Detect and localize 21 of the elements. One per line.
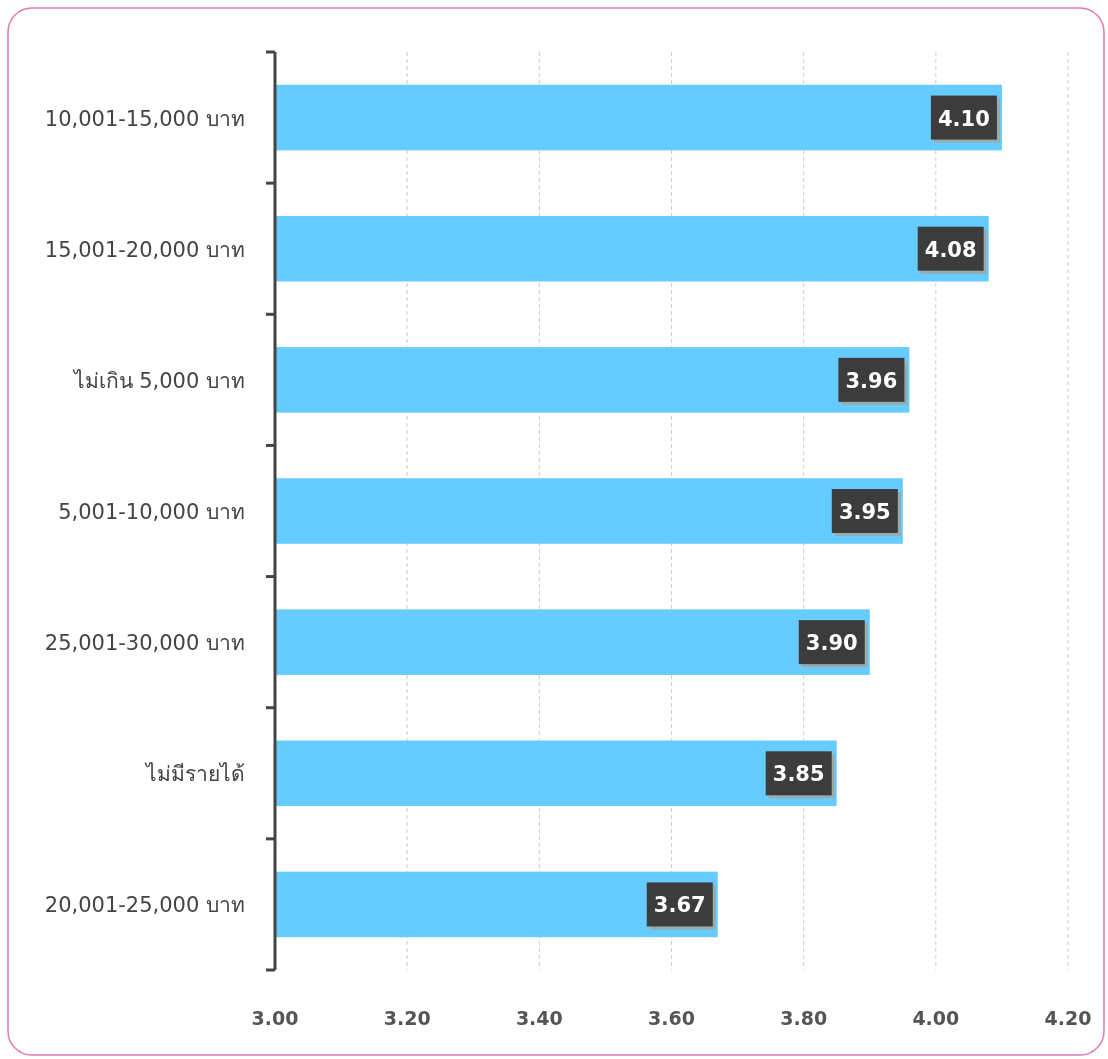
data-label: 3.67 (653, 893, 706, 918)
data-label: 3.96 (845, 368, 898, 393)
data-label: 3.95 (838, 500, 891, 524)
data-label: 4.10 (938, 106, 990, 131)
x-tick-label: 3.80 (780, 1007, 828, 1029)
x-tick-label: 3.00 (251, 1007, 299, 1029)
y-tick-label: ไม่เกิน 5,000 บาท (71, 368, 245, 393)
y-tick-label: 20,001-25,000 บาท (44, 893, 245, 918)
y-tick-label: 5,001-10,000 บาท (58, 500, 245, 524)
data-label: 3.90 (805, 631, 858, 656)
y-tick-label: 25,001-30,000 บาท (44, 631, 245, 656)
x-tick-label: 3.60 (648, 1007, 695, 1029)
x-tick-label: 4.00 (912, 1007, 960, 1029)
x-tick-label: 3.40 (515, 1007, 563, 1029)
y-tick-label: 10,001-15,000 บาท (44, 106, 245, 131)
x-tick-label: 4.20 (1044, 1007, 1092, 1029)
y-tick-label: 15,001-20,000 บาท (44, 237, 245, 262)
data-label: 3.85 (772, 762, 825, 787)
x-tick-label: 3.20 (383, 1007, 431, 1029)
y-tick-label: ไม่มีรายได้ (144, 762, 245, 787)
data-label: 4.08 (924, 237, 977, 262)
